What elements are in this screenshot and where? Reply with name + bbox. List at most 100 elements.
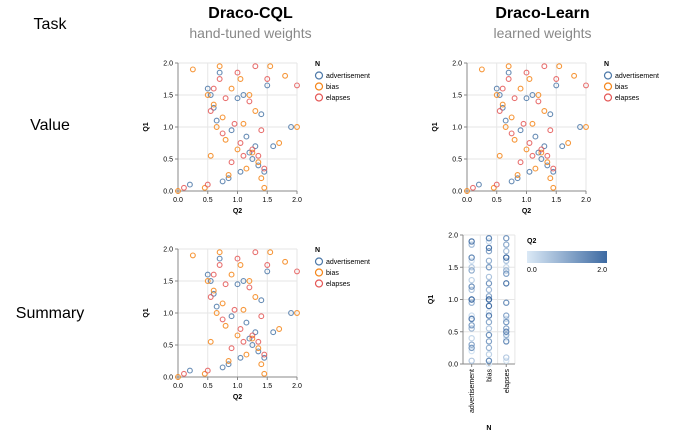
- scatter-point-bias: [556, 63, 563, 70]
- scatter-point-elapses: [547, 127, 554, 134]
- scatter-point-bias: [249, 335, 256, 342]
- scatter-point-advertisement: [258, 297, 265, 304]
- scatter-point-advertisement: [186, 367, 193, 374]
- strip-point-bias: [485, 286, 493, 294]
- scatter-point-elapses: [181, 370, 187, 377]
- scatter-point-advertisement: [264, 268, 271, 275]
- scatter-point-advertisement: [553, 82, 560, 89]
- scatter-point-bias: [175, 188, 181, 194]
- strip-point-advertisement: [468, 357, 475, 364]
- scatter-point-bias: [237, 262, 244, 268]
- strip-point-advertisement: [468, 299, 475, 306]
- x-tick-label: 0.5: [492, 197, 502, 204]
- scatter-point-bias: [207, 152, 214, 159]
- x-tick-label: 0.5: [203, 383, 213, 390]
- strip-point-bias: [485, 296, 493, 303]
- legend-symbol-elapses: [314, 279, 324, 288]
- legend-label-elapses: elapses: [326, 281, 351, 288]
- scatter-point-advertisement: [210, 290, 217, 297]
- scatter-point-advertisement: [538, 156, 545, 162]
- strip-point-bias: [485, 331, 493, 339]
- scatter-point-elapses: [529, 152, 536, 159]
- scatter-point-bias: [508, 114, 515, 121]
- scatter-point-advertisement: [502, 117, 509, 124]
- x-tick-label: 1.5: [262, 197, 272, 204]
- strip-point-bias: [485, 351, 493, 358]
- scatter-point-advertisement: [559, 143, 566, 150]
- scatter-point-elapses: [505, 76, 512, 82]
- scatter-point-bias: [175, 374, 181, 380]
- legend-symbol-bias: [603, 82, 613, 91]
- strip-point-elapses: [503, 357, 510, 364]
- y-axis-title: Q1: [143, 122, 150, 131]
- scatter-point-bias: [225, 172, 232, 178]
- strip-point-elapses: [503, 318, 510, 326]
- strip-point-bias: [485, 325, 493, 332]
- scatter-point-bias: [258, 361, 265, 368]
- scatter-point-advertisement: [547, 111, 554, 118]
- row-label-value: Value: [30, 117, 70, 134]
- scatter-point-advertisement: [496, 92, 503, 98]
- scatter-point-elapses: [231, 120, 238, 127]
- scatter-point-bias: [267, 63, 274, 70]
- col1-title: Draco-CQL: [208, 5, 293, 22]
- x-tick-label: 1.5: [551, 197, 561, 204]
- strip-point-elapses: [503, 328, 510, 335]
- y-axis-title: Q1: [432, 122, 439, 131]
- scatter-point-advertisement: [550, 168, 557, 175]
- scatter-point-advertisement: [514, 175, 521, 182]
- scatter-point-advertisement: [216, 69, 223, 76]
- color-legend-bar: [527, 251, 607, 263]
- y-tick-label: 0.5: [163, 343, 173, 350]
- scatter-point-bias: [294, 310, 300, 316]
- y-tick-label: 0.0: [448, 362, 458, 369]
- scatter-point-elapses: [508, 130, 515, 137]
- y-tick-label: 0.5: [163, 157, 173, 164]
- scatter-point-bias: [252, 108, 259, 114]
- strip-point-advertisement: [468, 325, 475, 332]
- strip-point-advertisement: [468, 286, 475, 294]
- scatter-point-advertisement: [532, 133, 539, 140]
- scatter-point-advertisement: [249, 342, 256, 348]
- scatter-point-bias: [228, 271, 235, 278]
- scatter-point-elapses: [294, 268, 300, 275]
- scatter-point-advertisement: [240, 92, 247, 98]
- y-tick-label: 1.0: [163, 311, 173, 318]
- scatter-point-advertisement: [252, 329, 259, 336]
- strip-point-bias: [485, 293, 493, 300]
- scatter-point-elapses: [526, 140, 533, 146]
- scatter-point-bias: [189, 66, 196, 73]
- scatter-point-advertisement: [526, 168, 533, 175]
- scatter-point-bias: [234, 332, 241, 339]
- scatter-point-elapses: [264, 76, 271, 82]
- strip-point-elapses: [503, 264, 510, 271]
- scatter-point-advertisement: [246, 149, 253, 156]
- x-axis-title: Q2: [233, 208, 242, 215]
- legend-label-advertisement: advertisement: [615, 73, 659, 80]
- scatter-point-elapses: [258, 127, 265, 134]
- scatter-chart-0: 0.0 0.5 1.0 1.5 2.0 0.0 0.5 1.0 1.5 2.0 Q2 Q1 Nadver…: [143, 61, 370, 216]
- strip-point-elapses: [503, 315, 510, 323]
- scatter-point-bias: [204, 92, 211, 98]
- scatter-point-elapses: [538, 146, 545, 153]
- scatter-point-bias: [213, 310, 220, 316]
- scatter-point-elapses: [246, 284, 253, 291]
- scatter-point-elapses: [240, 152, 247, 159]
- col1-subtitle: hand-tuned weights: [189, 25, 312, 41]
- scatter-point-elapses: [541, 63, 548, 70]
- y-tick-label: 2.0: [163, 61, 173, 68]
- scatter-point-elapses: [261, 351, 268, 358]
- scatter-point-elapses: [252, 63, 259, 70]
- strip-point-bias: [485, 273, 493, 281]
- scatter-point-elapses: [210, 271, 217, 278]
- scatter-point-elapses: [222, 281, 229, 288]
- scatter-point-advertisement: [204, 271, 211, 278]
- scatter-point-bias: [502, 124, 509, 130]
- y-tick-label: 0.0: [452, 189, 462, 196]
- strip-point-bias: [485, 309, 493, 316]
- col1-header: Draco-CQL hand-tuned weights: [178, 5, 323, 41]
- x-tick-label: 2.0: [292, 197, 302, 204]
- strip-point-advertisement: [468, 241, 475, 248]
- strip-point-advertisement: [468, 312, 475, 319]
